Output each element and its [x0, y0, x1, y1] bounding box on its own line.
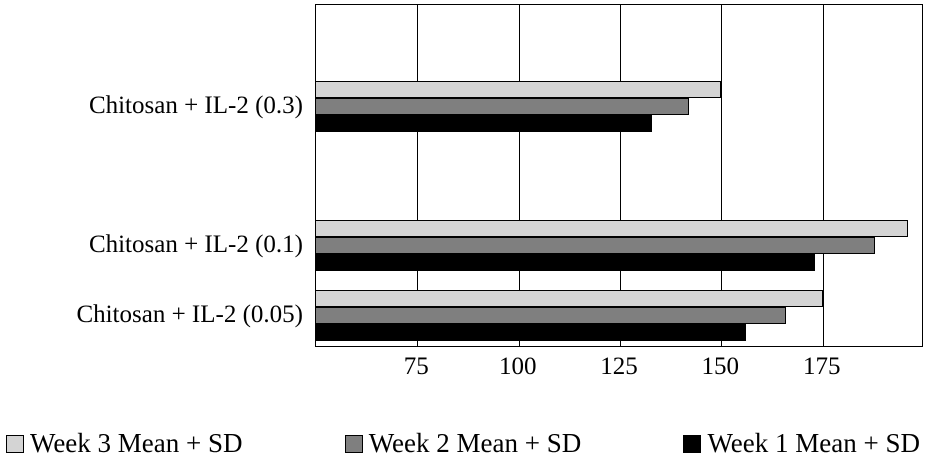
category-label: Chitosan + IL-2 (0.1) — [88, 230, 303, 258]
x-tick-label: 125 — [600, 353, 638, 380]
gridline — [721, 5, 723, 346]
legend: Week 3 Mean + SD Week 2 Mean + SD Week 1 M… — [6, 428, 920, 459]
gridline — [417, 5, 419, 346]
plot-area — [315, 4, 923, 347]
bar-week-2-mean-sd — [316, 237, 876, 254]
gridline — [518, 5, 520, 346]
bar-week-3-mean-sd — [316, 220, 908, 237]
x-tick-label: 100 — [498, 353, 537, 380]
legend-item: Week 2 Mean + SD — [344, 428, 582, 459]
legend-label: Week 1 Mean + SD — [707, 428, 920, 458]
gridline — [620, 5, 621, 346]
bar-week-2-mean-sd — [316, 98, 689, 115]
gridline — [822, 5, 824, 346]
legend-item: Week 1 Mean + SD — [683, 428, 920, 459]
category-labels: Chitosan + IL-2 (0.3) Chitosan + IL-2 (0.… — [0, 4, 309, 347]
x-tick-label: 150 — [701, 353, 740, 380]
bar-week-3-mean-sd — [316, 290, 823, 307]
bar-week-1-mean-sd — [316, 254, 815, 271]
legend-marker-icon — [344, 434, 363, 453]
bar-week-1-mean-sd — [316, 115, 653, 132]
legend-label: Week 3 Mean + SD — [30, 428, 243, 458]
legend-marker-icon — [683, 434, 702, 453]
category-label: Chitosan + IL-2 (0.3) — [88, 91, 303, 119]
bar-week-2-mean-sd — [316, 307, 787, 324]
legend-label: Week 2 Mean + SD — [368, 428, 582, 458]
legend-item: Week 3 Mean + SD — [6, 428, 243, 459]
bar-week-3-mean-sd — [316, 81, 722, 98]
bar-week-1-mean-sd — [316, 324, 746, 341]
category-label: Chitosan + IL-2 (0.05) — [76, 300, 303, 328]
legend-marker-icon — [6, 434, 24, 453]
x-axis-tick-labels: 75 100 125 150 175 — [315, 353, 923, 387]
x-tick-label: 75 — [403, 353, 429, 380]
x-tick-label: 175 — [802, 353, 841, 380]
